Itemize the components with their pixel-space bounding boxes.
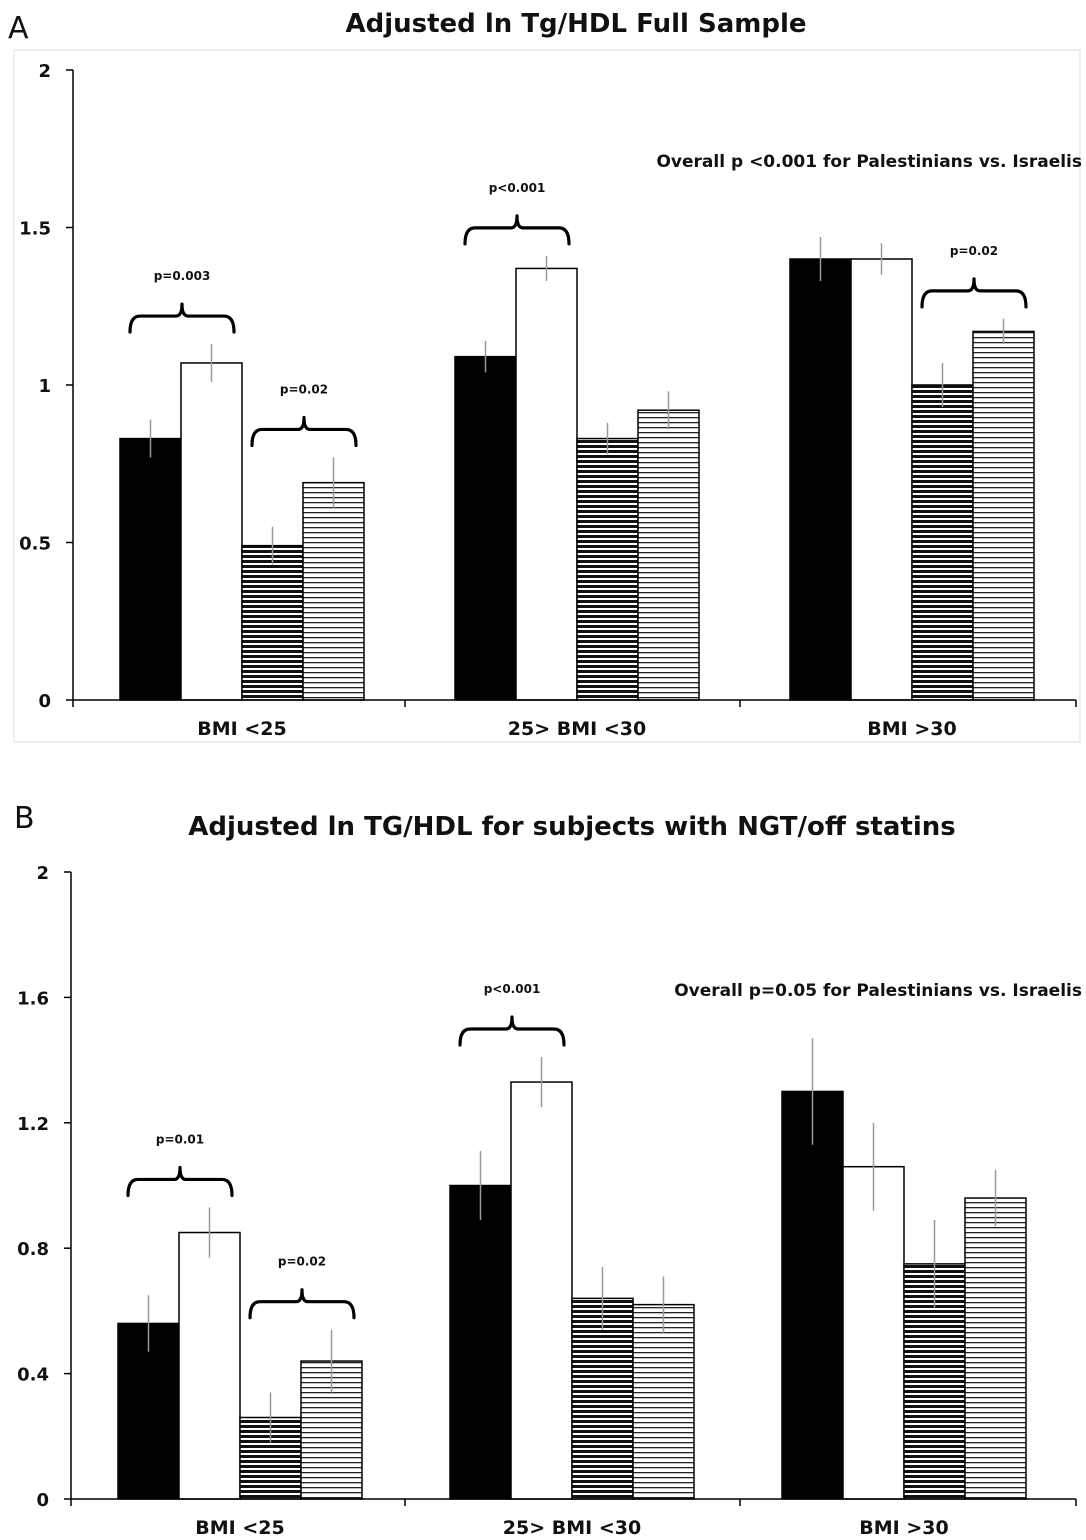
x-axis: BMI <25 25> BMI <30 BMI >30 <box>72 699 1077 740</box>
bar-white-0 <box>178 1231 241 1500</box>
bars <box>119 258 1035 701</box>
y-tick-label: 0.8 <box>17 1239 49 1260</box>
y-tick-label: 2 <box>38 61 51 82</box>
y-tick-label: 0.5 <box>19 534 51 555</box>
significance-bracket <box>126 1165 234 1198</box>
bar-sparse-stripes-1 <box>632 1303 695 1500</box>
y-tick-label: 1.5 <box>19 219 51 240</box>
error-bars <box>149 236 1005 565</box>
chart-title: Adjusted ln TG/HDL for subjects with NGT… <box>188 812 955 842</box>
significance-bracket <box>458 1015 566 1047</box>
category-label: 25> BMI <30 <box>503 1517 641 1539</box>
bar-dense-stripes-2 <box>911 384 974 701</box>
p-value-label: p=0.02 <box>950 244 998 258</box>
p-value-label: p=0.01 <box>156 1132 204 1146</box>
significance-bracket <box>250 415 358 448</box>
significance-bracket <box>463 214 571 246</box>
bar-sparse-stripes-0 <box>302 481 365 701</box>
p-value-label: p<0.001 <box>484 982 541 996</box>
bar-sparse-stripes-1 <box>637 409 700 701</box>
bar-solid-2 <box>789 258 852 701</box>
significance-bracket <box>248 1288 356 1320</box>
bar-dense-stripes-1 <box>571 1297 634 1500</box>
bar-white-2 <box>842 1165 905 1500</box>
bar-solid-1 <box>449 1184 512 1500</box>
y-tick-label: 1 <box>38 376 51 397</box>
significance-bracket <box>920 277 1028 309</box>
category-label: BMI <25 <box>197 718 286 740</box>
significance-brackets: p=0.003 p=0.02 p<0.001 p=0.02 <box>128 181 1028 448</box>
bar-sparse-stripes-2 <box>964 1197 1027 1500</box>
category-label: BMI >30 <box>859 1517 948 1539</box>
bar-white-0 <box>180 362 243 701</box>
bars <box>117 1081 1027 1500</box>
bar-white-1 <box>510 1081 573 1500</box>
x-axis: BMI <25 25> BMI <30 BMI >30 <box>70 1498 1077 1539</box>
bar-solid-2 <box>781 1090 844 1500</box>
overall-p-note: Overall p=0.05 for Palestinians vs. Isra… <box>674 981 1082 1001</box>
error-bars <box>147 1038 997 1443</box>
category-label: BMI <25 <box>195 1517 284 1539</box>
bar-dense-stripes-1 <box>576 437 639 701</box>
plot-frame <box>13 49 1081 743</box>
panel-letter-a: A <box>8 11 29 46</box>
y-tick-label: 0.4 <box>17 1365 49 1386</box>
y-axis: 0 0.4 0.8 1.2 1.6 2 <box>17 863 72 1511</box>
bar-solid-0 <box>119 437 182 701</box>
bar-solid-1 <box>454 355 517 701</box>
overall-p-note: Overall p <0.001 for Palestinians vs. Is… <box>656 152 1082 172</box>
bar-white-2 <box>850 258 913 701</box>
bar-dense-stripes-0 <box>241 544 304 701</box>
p-value-label: p=0.02 <box>278 1255 326 1269</box>
category-label: BMI >30 <box>867 718 956 740</box>
bar-sparse-stripes-2 <box>972 330 1035 701</box>
chart-title: Adjusted ln Tg/HDL Full Sample <box>345 9 806 39</box>
significance-brackets: p=0.01 p=0.02 p<0.001 <box>126 982 566 1320</box>
panel-letter-b: B <box>14 801 35 836</box>
p-value-label: p=0.003 <box>154 269 211 283</box>
p-value-label: p<0.001 <box>489 181 546 195</box>
y-tick-label: 0 <box>36 1490 49 1511</box>
y-tick-label: 1.6 <box>17 988 49 1009</box>
chart-panel-b: B Adjusted ln TG/HDL for subjects with N… <box>14 801 1082 1539</box>
p-value-label: p=0.02 <box>280 382 328 396</box>
y-tick-label: 0 <box>38 691 51 712</box>
y-tick-label: 2 <box>36 863 49 884</box>
y-tick-label: 1.2 <box>17 1114 49 1135</box>
significance-bracket <box>128 302 236 334</box>
chart-panel-a: A Adjusted ln Tg/HDL Full Sample 0 0.5 1 1.… <box>8 9 1082 743</box>
category-label: 25> BMI <30 <box>508 718 646 740</box>
y-axis: 0 0.5 1 1.5 2 <box>19 61 74 712</box>
bar-white-1 <box>515 267 578 701</box>
